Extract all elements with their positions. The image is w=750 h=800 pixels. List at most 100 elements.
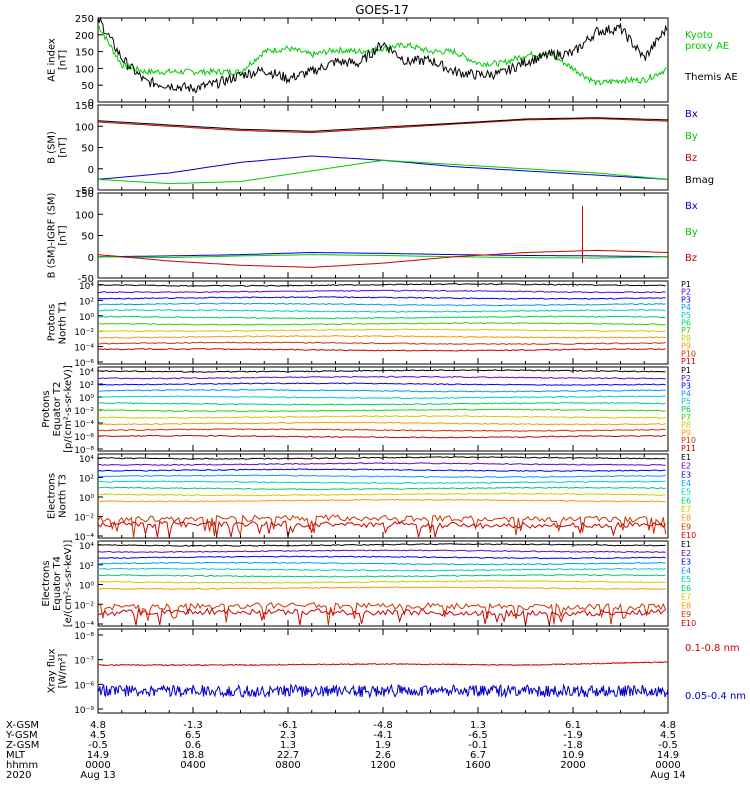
probe-line — [97, 586, 666, 590]
probe-line — [97, 408, 666, 413]
y-axis-label: Equator T4 — [52, 556, 63, 611]
y-tick-label: 10⁴ — [79, 368, 94, 378]
y-axis-label: B (SM)-IGRF (SM) — [47, 193, 58, 279]
panel-protons_t1: Protons North T1 10⁴ 10² 10⁰ 10⁻² 10⁻⁴ 10⁻⁶ P1P2… — [47, 280, 697, 369]
series-line — [97, 249, 669, 268]
legend-entry: E5 — [681, 488, 691, 497]
x-axis-value: 1.9 — [375, 740, 391, 751]
y-tick-label: 50 — [81, 232, 94, 243]
x-axis-value: 6.1 — [565, 720, 581, 731]
x-axis-value: -1.3 — [183, 720, 203, 731]
probe-line — [97, 549, 666, 553]
x-axis-value: 6.7 — [470, 750, 486, 761]
legend-entry: E9 — [681, 522, 691, 531]
legend-entry: P6 — [681, 405, 691, 414]
y-axis-label: AE index — [47, 38, 58, 82]
probe-line — [97, 421, 666, 426]
legend-entry: By — [685, 227, 698, 238]
series-line — [97, 155, 669, 180]
y-tick-label: 50 — [81, 81, 94, 92]
legend-entry: 0.1-0.8 nm — [685, 643, 740, 654]
y-tick-label: 100 — [75, 64, 94, 75]
probe-line — [97, 607, 666, 626]
probe-line — [97, 468, 666, 472]
probe-line — [97, 573, 666, 578]
x-axis-value: 14.9 — [657, 750, 679, 761]
probe-line — [97, 369, 666, 373]
legend-entry: E1 — [681, 453, 691, 462]
legend-entry: Bx — [685, 201, 698, 212]
probe-line — [97, 375, 666, 380]
probe-line — [97, 543, 666, 547]
y-tick-label: 10⁻⁶ — [74, 433, 94, 443]
probe-line — [97, 580, 666, 584]
probe-line — [97, 415, 666, 419]
panel-frame — [97, 540, 669, 627]
legend-entry: P1 — [681, 280, 691, 289]
legend-entry: E10 — [681, 531, 696, 540]
y-axis-label: B (SM) — [47, 131, 58, 164]
probe-line — [97, 456, 666, 460]
legend-entry: 0.05-0.4 nm — [685, 691, 746, 702]
legend-entry: Bz — [685, 253, 697, 264]
x-axis-value: -1.8 — [563, 740, 583, 751]
x-axis-value: 4.8 — [660, 720, 676, 731]
y-tick-label: 10⁰ — [79, 313, 94, 323]
legend-entry: E7 — [681, 505, 691, 514]
series-line — [97, 24, 667, 86]
legend-entry: P11 — [681, 357, 696, 366]
y-tick-label: -50 — [78, 274, 94, 285]
series-line — [97, 251, 669, 258]
legend-entry: P9 — [681, 342, 691, 351]
x-axis-value: Aug 13 — [80, 770, 115, 781]
y-axis-label: Protons — [41, 390, 52, 427]
legend-entry: P4 — [681, 303, 691, 312]
panel-electrons_t4: Electrons Equator T4 [e/(cm²-s-sr-keV)] 10⁴… — [41, 540, 696, 631]
legend-entry: P9 — [681, 428, 691, 437]
legend-entry: proxy AE — [685, 41, 729, 52]
x-axis-value: -0.5 — [658, 740, 678, 751]
series-line — [97, 117, 669, 132]
probe-line — [98, 434, 666, 439]
x-axis-value: 2.3 — [280, 730, 296, 741]
panel-b_sm_minus_igrf: B (SM)-IGRF (SM) [nT] -50 0 50 100 150 Bx By Bz — [47, 189, 698, 285]
probe-line — [98, 498, 666, 503]
x-axis-value: -4.8 — [373, 720, 393, 731]
x-axis-value: 0800 — [275, 760, 300, 771]
legend-entry: E6 — [681, 496, 691, 505]
probe-line — [97, 382, 666, 386]
y-tick-label: 150 — [75, 189, 94, 200]
probe-line — [97, 492, 666, 497]
probe-line — [97, 334, 666, 339]
x-axis-value: 0000 — [655, 760, 680, 771]
y-tick-label: 10⁻⁸ — [74, 446, 94, 456]
legend-entry: P11 — [681, 444, 696, 453]
legend-entry: E9 — [681, 610, 691, 619]
x-axis-value: 4.8 — [90, 720, 106, 731]
y-tick-label: 0 — [88, 98, 94, 109]
y-axis-label: Xray flux — [47, 649, 58, 694]
y-tick-label: 10⁴ — [79, 542, 94, 552]
y-tick-label: 10⁻⁴ — [74, 344, 94, 354]
legend-entry: E5 — [681, 575, 691, 584]
legend-entry: P3 — [681, 295, 691, 304]
x-axis-value: 22.7 — [277, 750, 299, 761]
series-line — [97, 118, 669, 134]
legend-entry: P8 — [681, 334, 691, 343]
y-axis-label: Equator T2 — [52, 382, 63, 437]
y-tick-label: 50 — [81, 144, 94, 155]
series-line — [98, 254, 668, 259]
y-tick-label: 150 — [75, 101, 94, 112]
panel-b_sm: B (SM) [nT] -50 0 50 100 150 Bx By Bz Bmag — [47, 101, 715, 197]
y-tick-label: 10⁻² — [74, 328, 94, 338]
legend-entry: P1 — [681, 366, 691, 375]
legend-entry: P5 — [681, 397, 691, 406]
panel-frame — [97, 280, 669, 365]
legend-entry: P10 — [681, 349, 696, 358]
series-line — [97, 16, 668, 94]
legend-entry: E2 — [681, 462, 691, 471]
x-axis-value: -6.5 — [468, 730, 488, 741]
legend-entry: P7 — [681, 326, 691, 335]
legend-entry: P2 — [681, 374, 691, 383]
